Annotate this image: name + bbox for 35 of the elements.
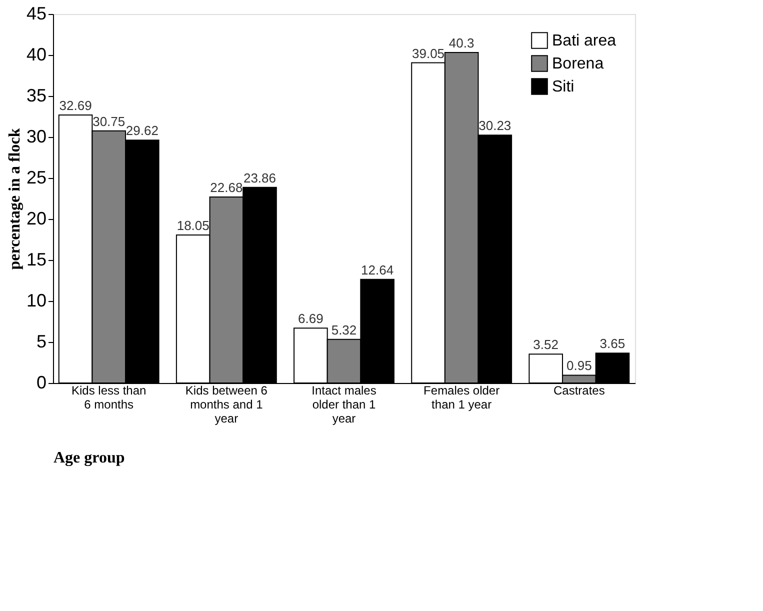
data-label: 6.69 bbox=[298, 311, 324, 326]
data-label: 39.05 bbox=[412, 46, 445, 61]
x-tick-label: Intact males older than 1 year bbox=[312, 384, 376, 426]
legend-label: Bati area bbox=[552, 32, 616, 50]
data-label: 30.23 bbox=[478, 118, 512, 134]
y-tick-label: 15 bbox=[26, 250, 46, 270]
data-label: 18.05 bbox=[176, 218, 210, 233]
x-tick-label: Females older than 1 year bbox=[424, 384, 500, 412]
y-tick-label: 40 bbox=[26, 44, 46, 64]
data-label: 30.75 bbox=[92, 114, 126, 129]
legend-label: Siti bbox=[552, 78, 574, 96]
x-axis-title: Age group bbox=[54, 450, 125, 466]
y-tick-label: 0 bbox=[36, 372, 46, 392]
x-tick-label: Castrates bbox=[553, 384, 605, 398]
y-tick-label: 5 bbox=[36, 332, 46, 352]
y-axis-title: percentage in a flock bbox=[6, 128, 24, 270]
data-label: 5.32 bbox=[331, 322, 357, 338]
data-label: 32.69 bbox=[59, 98, 92, 113]
x-tick-label: Kids less than 6 months bbox=[71, 384, 146, 412]
x-tick-label: Kids between 6 months and 1 year bbox=[185, 384, 268, 426]
data-label: 29.62 bbox=[126, 123, 158, 138]
data-label: 22.68 bbox=[210, 180, 243, 196]
data-label: 3.52 bbox=[533, 337, 558, 352]
data-label: 12.64 bbox=[361, 262, 394, 278]
y-tick-label: 35 bbox=[26, 86, 46, 106]
y-tick-label: 20 bbox=[26, 208, 46, 228]
data-label: 0.95 bbox=[566, 358, 592, 374]
y-tick-label: 45 bbox=[26, 4, 46, 24]
data-label: 3.65 bbox=[600, 336, 626, 352]
y-tick-label: 30 bbox=[26, 126, 46, 146]
legend-label: Borena bbox=[552, 56, 604, 72]
data-label: 40.3 bbox=[448, 36, 474, 51]
data-label: 23.86 bbox=[243, 170, 276, 186]
y-tick-label: 10 bbox=[26, 290, 46, 310]
y-tick-label: 25 bbox=[26, 168, 46, 188]
